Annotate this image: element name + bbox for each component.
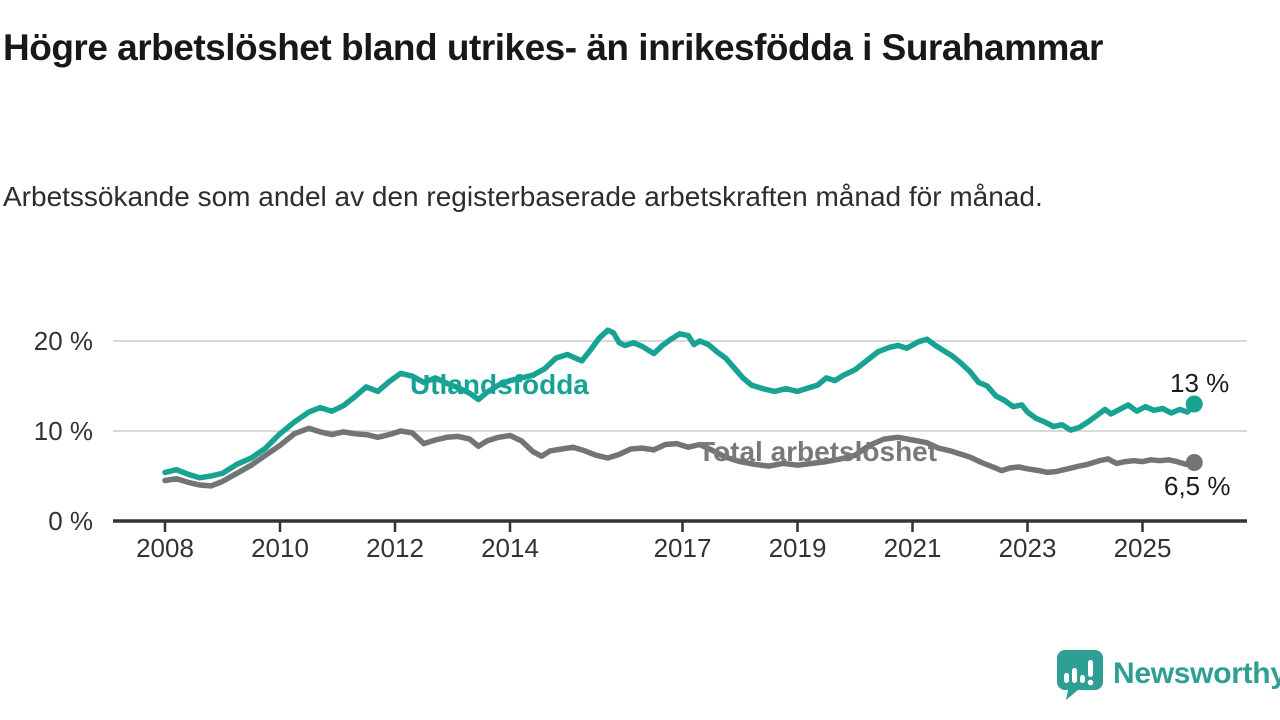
end-value-total: 6,5 %: [1164, 471, 1231, 501]
series-label-total-arbetsloshet: Total arbetslöshet: [698, 436, 938, 467]
y-tick-label-0: 0 %: [48, 506, 93, 536]
chart-title: Högre arbetslöshet bland utrikes- än inr…: [3, 27, 1103, 68]
series-line-1: [162, 327, 1198, 481]
speech-bubble-shape: [1057, 650, 1103, 700]
newsworthy-logo-icon: [1057, 650, 1103, 700]
x-tick-label-2019: 2019: [769, 533, 827, 563]
end-value-utlandsfodda: 13 %: [1170, 368, 1230, 398]
newsworthy-logo-text: Newsworthy: [1113, 657, 1280, 690]
x-tick-label-2025: 2025: [1114, 533, 1172, 563]
y-tick-label-20: 20 %: [34, 326, 93, 356]
newsworthy-branding: Newsworthy: [1053, 648, 1280, 700]
x-tick-label-2008: 2008: [136, 533, 194, 563]
y-tick-label-10: 10 %: [34, 416, 93, 446]
x-tick-label-2012: 2012: [366, 533, 424, 563]
series-line-0: [162, 425, 1198, 489]
x-tick-label-2010: 2010: [251, 533, 309, 563]
bar-chart-glyph: [1064, 660, 1094, 686]
series-label-utlandsfodda: Utlandsfödda: [410, 369, 589, 400]
series-end-dot-0: [1185, 454, 1203, 471]
series-end-dot-1: [1185, 395, 1203, 413]
x-tick-label-2021: 2021: [884, 533, 942, 563]
x-tick-label-2014: 2014: [481, 533, 539, 563]
x-tick-label-2017: 2017: [654, 533, 712, 563]
chart-subtitle: Arbetssökande som andel av den registerb…: [3, 181, 1043, 212]
x-tick-label-2023: 2023: [999, 533, 1057, 563]
